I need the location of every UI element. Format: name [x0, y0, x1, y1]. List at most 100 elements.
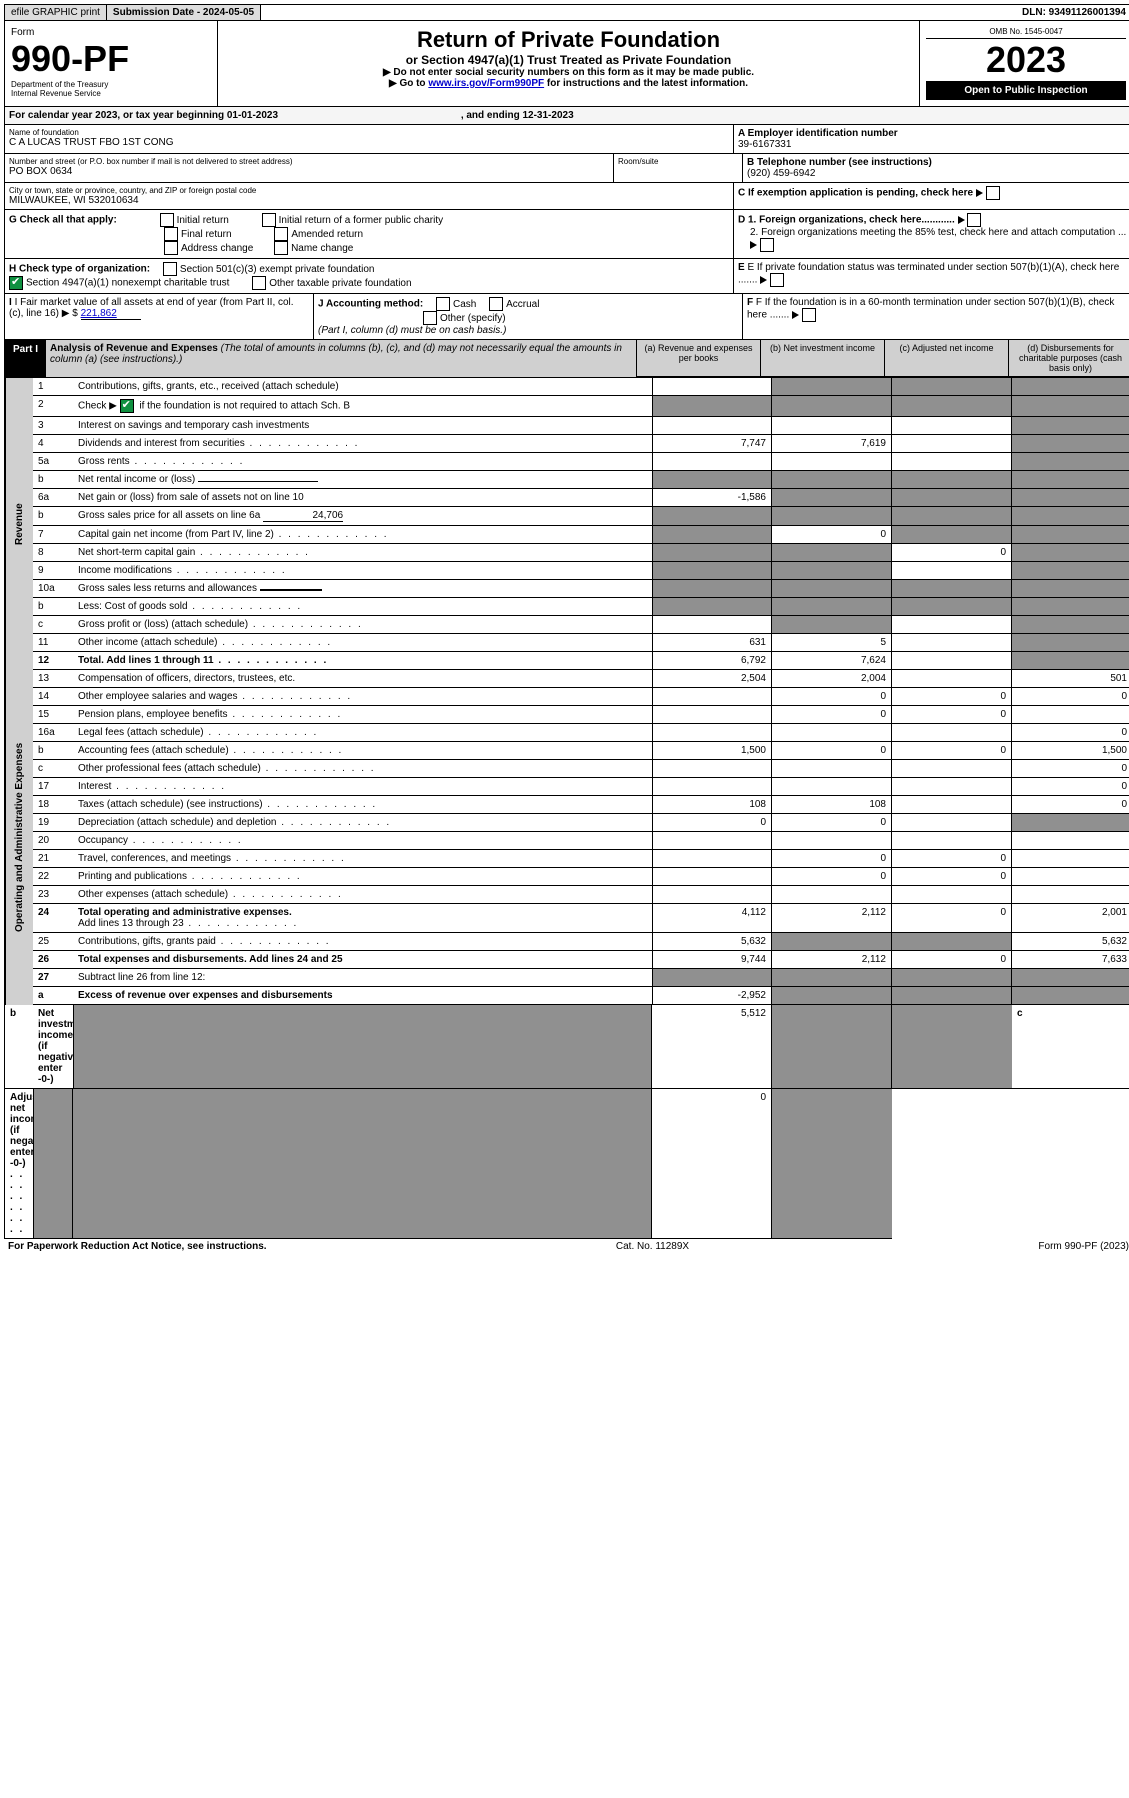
g-final-checkbox[interactable] [164, 227, 178, 241]
h-501c3-checkbox[interactable] [163, 262, 177, 276]
cell [1012, 706, 1129, 724]
cell: 0 [772, 868, 892, 886]
cell: 0 [892, 850, 1012, 868]
dept: Department of the Treasury [11, 80, 211, 89]
cell-grey [892, 933, 1012, 951]
h-4947: Section 4947(a)(1) nonexempt charitable … [26, 278, 229, 289]
arrow-icon [958, 216, 965, 224]
cell: -1,586 [652, 489, 772, 507]
cell [892, 760, 1012, 778]
cell: 5,632 [652, 933, 772, 951]
cell-grey [73, 1005, 652, 1089]
cell-grey [772, 489, 892, 507]
cell-grey [892, 969, 1012, 987]
j-accrual-checkbox[interactable] [489, 297, 503, 311]
pra-notice: For Paperwork Reduction Act Notice, see … [8, 1241, 267, 1252]
g-amended-checkbox[interactable] [274, 227, 288, 241]
cell: 0 [772, 814, 892, 832]
cell-grey [1012, 396, 1129, 417]
row-num: 22 [33, 868, 73, 886]
cell: 0 [1012, 724, 1129, 742]
g-namechg-checkbox[interactable] [274, 241, 288, 255]
cell-grey [652, 526, 772, 544]
g-initial-checkbox[interactable] [160, 213, 174, 227]
row-desc: Pension plans, employee benefits [73, 706, 652, 724]
cell: 5,632 [1012, 933, 1129, 951]
cell [652, 886, 772, 904]
i-fmv-label: I Fair market value of all assets at end… [9, 297, 294, 319]
note-ssn: ▶ Do not enter social security numbers o… [224, 67, 913, 78]
cell-grey [892, 526, 1012, 544]
g-initfpc-checkbox[interactable] [262, 213, 276, 227]
cell [652, 417, 772, 435]
cell-grey [772, 598, 892, 616]
cell: 2,112 [772, 904, 892, 933]
row-num: 16a [33, 724, 73, 742]
d2-checkbox[interactable] [760, 238, 774, 252]
cell-grey [772, 396, 892, 417]
cell-grey [1012, 987, 1129, 1005]
sch-b-checkbox[interactable] [120, 399, 134, 413]
cell [892, 435, 1012, 453]
form-link[interactable]: www.irs.gov/Form990PF [428, 78, 544, 89]
cell: 0 [892, 742, 1012, 760]
cell [652, 778, 772, 796]
row-num: 25 [33, 933, 73, 951]
i-fmv-value[interactable]: 221,862 [81, 308, 141, 320]
form-subtitle: or Section 4947(a)(1) Trust Treated as P… [224, 53, 913, 67]
phone: (920) 459-6942 [747, 168, 1128, 179]
ein-label: A Employer identification number [738, 128, 1128, 139]
e-term-checkbox[interactable] [770, 273, 784, 287]
row-num: a [33, 987, 73, 1005]
d1-checkbox[interactable] [967, 213, 981, 227]
j-note: (Part I, column (d) must be on cash basi… [318, 325, 506, 336]
h-4947-checkbox[interactable] [9, 276, 23, 290]
cell [652, 706, 772, 724]
part1-title: Analysis of Revenue and Expenses [50, 343, 218, 354]
arrow-icon [760, 276, 767, 284]
cell: 0 [1012, 688, 1129, 706]
cell-grey [1012, 544, 1129, 562]
cell-grey [1012, 969, 1129, 987]
j-cash: Cash [453, 299, 476, 310]
city: MILWAUKEE, WI 532010634 [9, 195, 729, 206]
row-desc: Contributions, gifts, grants, etc., rece… [73, 378, 652, 396]
row-num: 3 [33, 417, 73, 435]
phone-label: B Telephone number (see instructions) [747, 157, 1128, 168]
room-label: Room/suite [618, 157, 738, 166]
cell: 0 [1012, 778, 1129, 796]
g-amended: Amended return [291, 229, 363, 240]
cell: 4,112 [652, 904, 772, 933]
cell [892, 670, 1012, 688]
cell: 0 [772, 706, 892, 724]
j-cash-checkbox[interactable] [436, 297, 450, 311]
cell-grey [33, 1089, 73, 1239]
h-other-checkbox[interactable] [252, 276, 266, 290]
cell-grey [652, 544, 772, 562]
col-a-header: (a) Revenue and expenses per books [636, 340, 761, 377]
cell-grey [652, 396, 772, 417]
g-final: Final return [181, 229, 232, 240]
row-desc: Other expenses (attach schedule) [73, 886, 652, 904]
cell: 108 [652, 796, 772, 814]
row-num: c [33, 760, 73, 778]
cell [652, 850, 772, 868]
cell: 0 [892, 868, 1012, 886]
c-pending-checkbox[interactable] [986, 186, 1000, 200]
j-other-checkbox[interactable] [423, 311, 437, 325]
row-desc: Other employee salaries and wages [73, 688, 652, 706]
cell-grey [892, 396, 1012, 417]
row-desc: Net short-term capital gain [73, 544, 652, 562]
row-desc: Gross profit or (loss) (attach schedule) [73, 616, 652, 634]
cell: 108 [772, 796, 892, 814]
note-goto-pre: ▶ Go to [389, 78, 428, 89]
f-60mo-checkbox[interactable] [802, 308, 816, 322]
g-addrchg-checkbox[interactable] [164, 241, 178, 255]
efile-print-button[interactable]: efile GRAPHIC print [5, 5, 107, 20]
cell: 5 [772, 634, 892, 652]
cell-grey [1012, 453, 1129, 471]
cell-grey [772, 933, 892, 951]
note-goto-post: for instructions and the latest informat… [544, 78, 748, 89]
row-num: 1 [33, 378, 73, 396]
cell: 0 [892, 951, 1012, 969]
